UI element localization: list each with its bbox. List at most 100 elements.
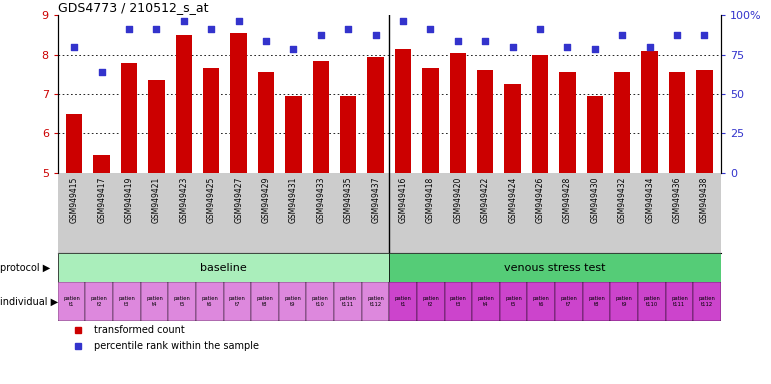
Bar (587, 96, 603, 173)
Text: GSM949420: GSM949420 (453, 177, 463, 223)
Point (177, 18, 190, 24)
Text: GSM949421: GSM949421 (152, 177, 161, 223)
Bar (527, 282, 555, 321)
Point (150, 26, 163, 32)
Text: patien
t111: patien t111 (339, 296, 356, 307)
Bar (638, 282, 665, 321)
Text: GSM949416: GSM949416 (399, 177, 408, 223)
Bar (614, 73, 631, 173)
Text: GSM949431: GSM949431 (289, 177, 298, 223)
Text: percentile rank within the sample: percentile rank within the sample (94, 341, 259, 351)
Point (205, 26, 217, 32)
Bar (665, 282, 693, 321)
Text: GSM949429: GSM949429 (261, 177, 271, 223)
Text: patien
t5: patien t5 (505, 296, 522, 307)
Text: patien
t3: patien t3 (119, 296, 136, 307)
Bar (423, 68, 439, 173)
Text: GSM949415: GSM949415 (69, 177, 79, 223)
Bar (86, 282, 113, 321)
Bar (641, 51, 658, 173)
Text: patien
t1: patien t1 (63, 296, 80, 307)
Point (288, 46, 300, 52)
Bar (500, 282, 527, 321)
Point (424, 26, 436, 32)
Bar (203, 68, 220, 173)
Bar (472, 282, 500, 321)
Text: patien
t2: patien t2 (423, 296, 439, 307)
Bar (368, 57, 384, 173)
Bar (58, 253, 389, 282)
Point (96, 70, 108, 76)
Bar (583, 282, 611, 321)
Bar (334, 282, 362, 321)
Text: patien
t8: patien t8 (257, 296, 274, 307)
Bar (224, 282, 251, 321)
Text: GSM949438: GSM949438 (700, 177, 709, 223)
Bar (140, 282, 168, 321)
Text: GSM949437: GSM949437 (371, 177, 380, 223)
Text: patien
t6: patien t6 (533, 296, 550, 307)
Bar (58, 282, 86, 321)
Text: GSM949417: GSM949417 (97, 177, 106, 223)
Point (644, 44, 656, 50)
Point (233, 18, 245, 24)
Bar (449, 53, 466, 173)
Point (671, 32, 683, 38)
Bar (477, 71, 493, 173)
Text: individual ▶: individual ▶ (0, 296, 58, 306)
Point (616, 32, 628, 38)
Bar (196, 282, 224, 321)
Text: GSM949433: GSM949433 (316, 177, 325, 223)
Text: patien
t3: patien t3 (450, 296, 467, 307)
Text: patien
t10: patien t10 (311, 296, 328, 307)
Text: GSM949428: GSM949428 (563, 177, 572, 223)
Text: baseline: baseline (200, 263, 247, 273)
Point (397, 18, 409, 24)
Text: GSM949426: GSM949426 (536, 177, 544, 223)
Bar (93, 155, 110, 173)
Point (699, 32, 711, 38)
Text: GSM949432: GSM949432 (618, 177, 627, 223)
Bar (176, 35, 192, 173)
Bar (504, 84, 521, 173)
Bar (555, 282, 583, 321)
Text: patien
t2: patien t2 (91, 296, 108, 307)
Text: patien
t8: patien t8 (588, 296, 605, 307)
Text: venous stress test: venous stress test (504, 263, 606, 273)
Bar (668, 73, 685, 173)
Text: GSM949424: GSM949424 (508, 177, 517, 223)
Text: patien
t112: patien t112 (699, 296, 715, 307)
Text: GSM949418: GSM949418 (426, 177, 435, 223)
Text: patien
t4: patien t4 (146, 296, 163, 307)
Text: GSM949434: GSM949434 (645, 177, 654, 223)
Text: protocol ▶: protocol ▶ (0, 263, 50, 273)
Text: GSM949425: GSM949425 (207, 177, 216, 223)
Text: patien
t110: patien t110 (643, 296, 660, 307)
Point (315, 32, 327, 38)
Bar (113, 282, 140, 321)
Bar (532, 55, 548, 173)
Point (123, 26, 135, 32)
Text: patien
t7: patien t7 (229, 296, 246, 307)
Text: patien
t1: patien t1 (395, 296, 412, 307)
Bar (559, 73, 576, 173)
Text: patien
t9: patien t9 (616, 296, 633, 307)
Point (68, 44, 80, 50)
Text: GDS4773 / 210512_s_at: GDS4773 / 210512_s_at (58, 1, 208, 14)
Bar (696, 71, 712, 173)
Text: GSM949422: GSM949422 (481, 177, 490, 223)
Text: GSM949436: GSM949436 (672, 177, 682, 223)
Point (369, 32, 382, 38)
Text: patien
t9: patien t9 (284, 296, 301, 307)
Point (589, 46, 601, 52)
Bar (389, 282, 417, 321)
Bar (279, 282, 306, 321)
Point (452, 38, 464, 44)
Bar (340, 96, 356, 173)
Text: GSM949423: GSM949423 (180, 177, 188, 223)
Bar (168, 282, 196, 321)
Text: patien
t6: patien t6 (201, 296, 218, 307)
Point (534, 26, 546, 32)
Point (507, 44, 519, 50)
Text: GSM949427: GSM949427 (234, 177, 243, 223)
